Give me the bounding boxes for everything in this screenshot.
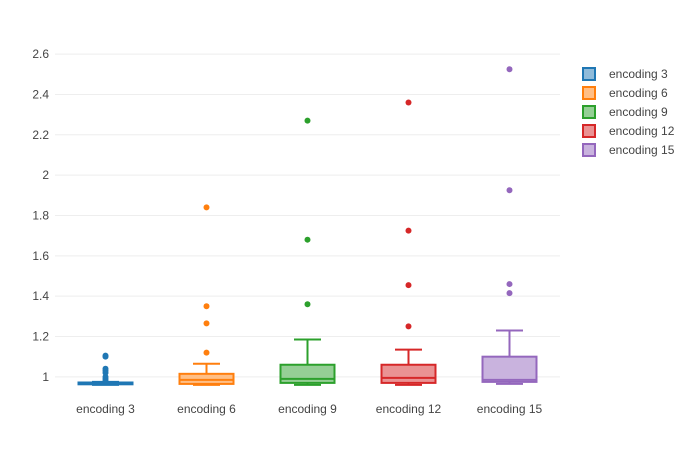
- outlier-point: [405, 282, 412, 289]
- legend-swatch: [582, 67, 596, 81]
- outlier-point: [203, 204, 210, 211]
- legend-swatch: [582, 86, 596, 100]
- outlier-point: [203, 349, 210, 356]
- outlier-point: [506, 187, 513, 194]
- legend-swatch: [582, 143, 596, 157]
- outlier-point: [102, 365, 109, 372]
- outlier-point: [304, 117, 311, 124]
- y-tick-label: 1.2: [32, 330, 49, 344]
- y-tick-label: 2.2: [32, 128, 49, 142]
- outlier-point: [405, 227, 412, 234]
- y-tick-label: 1.4: [32, 289, 49, 303]
- y-tick-label: 2: [42, 168, 49, 182]
- outlier-point: [506, 281, 513, 288]
- box-series-1: [77, 352, 134, 386]
- outlier-point: [405, 99, 412, 106]
- outlier-point: [304, 236, 311, 243]
- box-iqr: [178, 372, 235, 385]
- legend-item-3: encoding 9: [582, 105, 668, 119]
- y-tick-label: 1.6: [32, 249, 49, 263]
- legend-label: encoding 15: [609, 143, 675, 157]
- legend-item-2: encoding 6: [582, 86, 668, 100]
- y-tick-label: 2.6: [32, 47, 49, 61]
- x-tick-label: encoding 9: [278, 402, 337, 416]
- outlier-point: [405, 323, 412, 330]
- x-tick-label: encoding 6: [177, 402, 236, 416]
- legend-label: encoding 6: [609, 86, 668, 100]
- outlier-point: [102, 352, 109, 359]
- legend-label: encoding 9: [609, 105, 668, 119]
- box-iqr: [279, 363, 336, 384]
- y-gridlines: [55, 53, 560, 378]
- y-axis: 1 1.2 1.4 1.6 1.8 2 2.2 2.4 2.6: [32, 47, 49, 384]
- legend-item-5: encoding 15: [582, 143, 675, 157]
- x-tick-label: encoding 12: [376, 402, 442, 416]
- box-iqr: [380, 363, 437, 384]
- legend-label: encoding 12: [609, 124, 675, 138]
- box-series-4: [380, 99, 437, 386]
- legend-label: encoding 3: [609, 67, 668, 81]
- legend-swatch: [582, 105, 596, 119]
- x-tick-label: encoding 15: [477, 402, 543, 416]
- box-series-5: [481, 66, 538, 385]
- legend-swatch: [582, 124, 596, 138]
- legend: encoding 3 encoding 6 encoding 9 encoding 1…: [582, 67, 675, 157]
- outlier-point: [506, 290, 513, 297]
- plot-area: [77, 66, 538, 386]
- box-series-3: [279, 117, 336, 386]
- y-tick-label: 2.4: [32, 87, 49, 101]
- box-series-2: [178, 204, 235, 386]
- outlier-point: [304, 301, 311, 308]
- x-axis: encoding 3 encoding 6 encoding 9 encoding 1…: [76, 402, 542, 416]
- y-tick-label: 1.8: [32, 208, 49, 222]
- outlier-point: [203, 320, 210, 327]
- legend-item-4: encoding 12: [582, 124, 675, 138]
- outlier-point: [203, 303, 210, 310]
- legend-item-1: encoding 3: [582, 67, 668, 81]
- box-iqr: [481, 355, 538, 383]
- y-tick-label: 1: [42, 370, 49, 384]
- x-tick-label: encoding 3: [76, 402, 135, 416]
- outlier-point: [506, 66, 513, 73]
